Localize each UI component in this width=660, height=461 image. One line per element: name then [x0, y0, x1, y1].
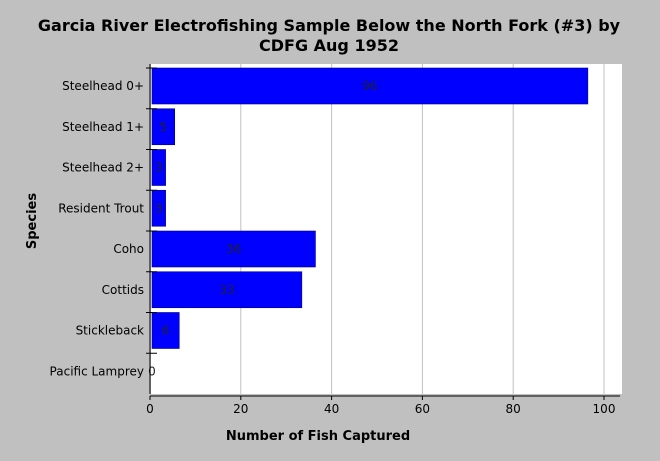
x-tick-label: 40 [324, 402, 339, 416]
x-tick-label: 60 [415, 402, 430, 416]
bar [151, 230, 316, 268]
category-label: Resident Trout [58, 201, 144, 215]
gridlines [240, 64, 605, 394]
category-label: Steelhead 0+ [62, 79, 144, 93]
plot-area [151, 64, 622, 394]
y-axis-label: Species [25, 193, 40, 249]
bar [151, 271, 303, 309]
category-label: Cottids [102, 283, 144, 297]
x-tick-label: 0 [146, 402, 154, 416]
data-label: 36 [226, 242, 241, 256]
bar [151, 189, 166, 227]
bar [151, 149, 166, 186]
category-label: Stickleback [76, 324, 144, 338]
category-label: Steelhead 1+ [62, 120, 144, 134]
x-tick-label: 20 [233, 402, 248, 416]
category-label: Steelhead 2+ [62, 161, 144, 175]
x-tick-label: 100 [593, 402, 616, 416]
x-tick-label: 80 [506, 402, 521, 416]
bar [151, 312, 180, 349]
category-label: Coho [113, 242, 144, 256]
data-label: 3 [155, 161, 163, 175]
data-label: 33 [219, 283, 234, 297]
chart-title-line-1: Garcia River Electrofishing Sample Below… [38, 16, 621, 35]
x-axis: 0 20 40 60 80 100 [146, 395, 620, 416]
x-axis-label: Number of Fish Captured [226, 429, 410, 444]
data-label: 6 [162, 324, 170, 338]
category-label: Pacific Lamprey [50, 364, 144, 378]
data-label: 3 [155, 201, 163, 215]
data-label: 96 [362, 79, 377, 93]
bar [151, 67, 589, 105]
chart-title-line-2: CDFG Aug 1952 [259, 36, 399, 55]
data-label: 0 [148, 364, 156, 378]
bar [151, 108, 176, 146]
y-tick-labels: Steelhead 0+ Steelhead 1+ Steelhead 2+ Resi… [50, 64, 157, 394]
data-label: 5 [160, 120, 168, 134]
